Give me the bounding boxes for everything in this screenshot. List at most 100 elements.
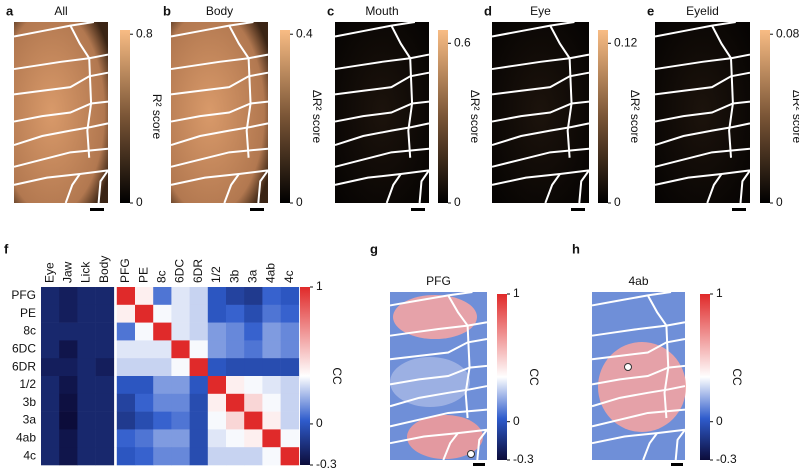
seed-point xyxy=(467,450,475,458)
colorbar-tick-label: 1 xyxy=(316,279,323,293)
map-patch xyxy=(407,415,483,459)
heatmap-cell xyxy=(207,376,227,395)
heatmap-cell xyxy=(189,322,209,341)
heatmap-cell xyxy=(59,304,78,323)
area-boundary xyxy=(170,53,269,71)
panel-title: Body xyxy=(206,4,233,18)
heatmap-cell xyxy=(171,287,190,306)
area-boundary xyxy=(245,58,252,158)
colorbar-tick-label: 0 xyxy=(513,414,520,428)
heatmap-cell xyxy=(41,411,60,430)
heatmap-cell xyxy=(59,447,78,466)
area-boundary xyxy=(389,428,488,445)
heatmap-cell xyxy=(207,411,227,430)
column-label: PE xyxy=(136,267,150,283)
colorbar-label: R² score xyxy=(150,94,164,140)
area-boundary xyxy=(170,100,269,123)
column-label: Eye xyxy=(42,262,56,283)
heatmap-cell xyxy=(41,393,60,412)
area-boundary xyxy=(549,25,571,59)
colorbar-label: CC xyxy=(527,368,541,386)
heatmap-cell xyxy=(189,358,209,377)
heatmap-cell xyxy=(226,447,245,466)
area-boundary xyxy=(64,173,81,204)
area-boundary xyxy=(13,100,109,123)
area-boundary xyxy=(491,21,575,38)
colorbar-tick-label: 0 xyxy=(316,416,323,430)
panel-letter: b xyxy=(163,3,171,18)
colorbar-tick-label: 1 xyxy=(513,286,520,300)
heatmap-cell xyxy=(262,376,281,395)
colorbar xyxy=(280,30,290,203)
heatmap-cell xyxy=(280,322,300,341)
heatmap-cell xyxy=(59,429,78,448)
column-label: 3a xyxy=(245,269,259,283)
heatmap-cell xyxy=(153,304,172,323)
row-label: 4c xyxy=(23,448,36,462)
area-boundary xyxy=(491,53,590,71)
row-label: 3b xyxy=(23,395,37,409)
heatmap-cell xyxy=(280,393,300,412)
heatmap-cell xyxy=(116,322,136,341)
heatmap-cell xyxy=(207,304,227,323)
panel-letter: h xyxy=(572,241,580,256)
heatmap-cell xyxy=(41,358,60,377)
heatmap-cell xyxy=(171,322,190,341)
heatmap-cell xyxy=(116,358,136,377)
heatmap-cell xyxy=(95,393,115,412)
colorbar-tick-label: -0.3 xyxy=(716,452,737,466)
column-label: PFG xyxy=(118,258,132,283)
column-label: 4ab xyxy=(264,263,278,283)
heatmap-cell xyxy=(153,376,172,395)
colorbar-tick-label: 0.6 xyxy=(454,35,471,49)
heatmap-cell xyxy=(153,358,172,377)
panel-title: 4ab xyxy=(628,274,648,288)
panel-letter: g xyxy=(370,241,378,256)
colorbar-label: ΔR² score xyxy=(310,90,324,144)
row-label: 4ab xyxy=(16,430,36,444)
panel-title: All xyxy=(54,4,67,18)
heatmap-cell xyxy=(226,393,245,412)
heatmap-cell xyxy=(116,376,136,395)
heatmap-cell xyxy=(189,393,209,412)
heatmap-cell xyxy=(95,447,115,466)
heatmap-cell xyxy=(116,287,136,306)
column-label: Body xyxy=(97,256,111,283)
heatmap-cell xyxy=(171,429,190,448)
heatmap-cell xyxy=(135,304,154,323)
area-boundary xyxy=(13,71,109,96)
scale-bar xyxy=(250,208,264,211)
heatmap-cell xyxy=(280,304,300,323)
heatmap-cell xyxy=(135,340,154,359)
area-boundary xyxy=(654,169,751,186)
area-boundary xyxy=(389,321,488,337)
area-boundary xyxy=(544,173,561,204)
area-boundary xyxy=(476,429,488,461)
heatmap-cell xyxy=(135,358,154,377)
colorbar-label: CC xyxy=(730,368,744,386)
area-boundary xyxy=(663,325,670,419)
heatmap-cell xyxy=(262,411,281,430)
area-boundary xyxy=(385,173,402,204)
heatmap-cell xyxy=(262,304,281,323)
panel-letter: a xyxy=(6,3,14,18)
heatmap-cell xyxy=(135,287,154,306)
heatmap-cell xyxy=(280,429,300,448)
area-boundary xyxy=(334,100,430,123)
area-boundary xyxy=(170,169,269,186)
area-boundary xyxy=(257,169,269,204)
area-boundary xyxy=(389,338,488,361)
heatmap-cell xyxy=(226,376,245,395)
heatmap-cell xyxy=(189,304,209,323)
area-boundary xyxy=(334,169,430,186)
area-boundary xyxy=(642,432,658,461)
area-boundary xyxy=(13,169,109,186)
colorbar-tick-label: 0 xyxy=(136,195,143,209)
heatmap-cell xyxy=(135,322,154,341)
area-boundary xyxy=(228,25,250,59)
heatmap-cell xyxy=(77,429,96,448)
heatmap-cell xyxy=(95,429,115,448)
colorbar-tick-label: 0 xyxy=(716,414,723,428)
heatmap-cell xyxy=(59,340,78,359)
heatmap-cell xyxy=(171,393,190,412)
